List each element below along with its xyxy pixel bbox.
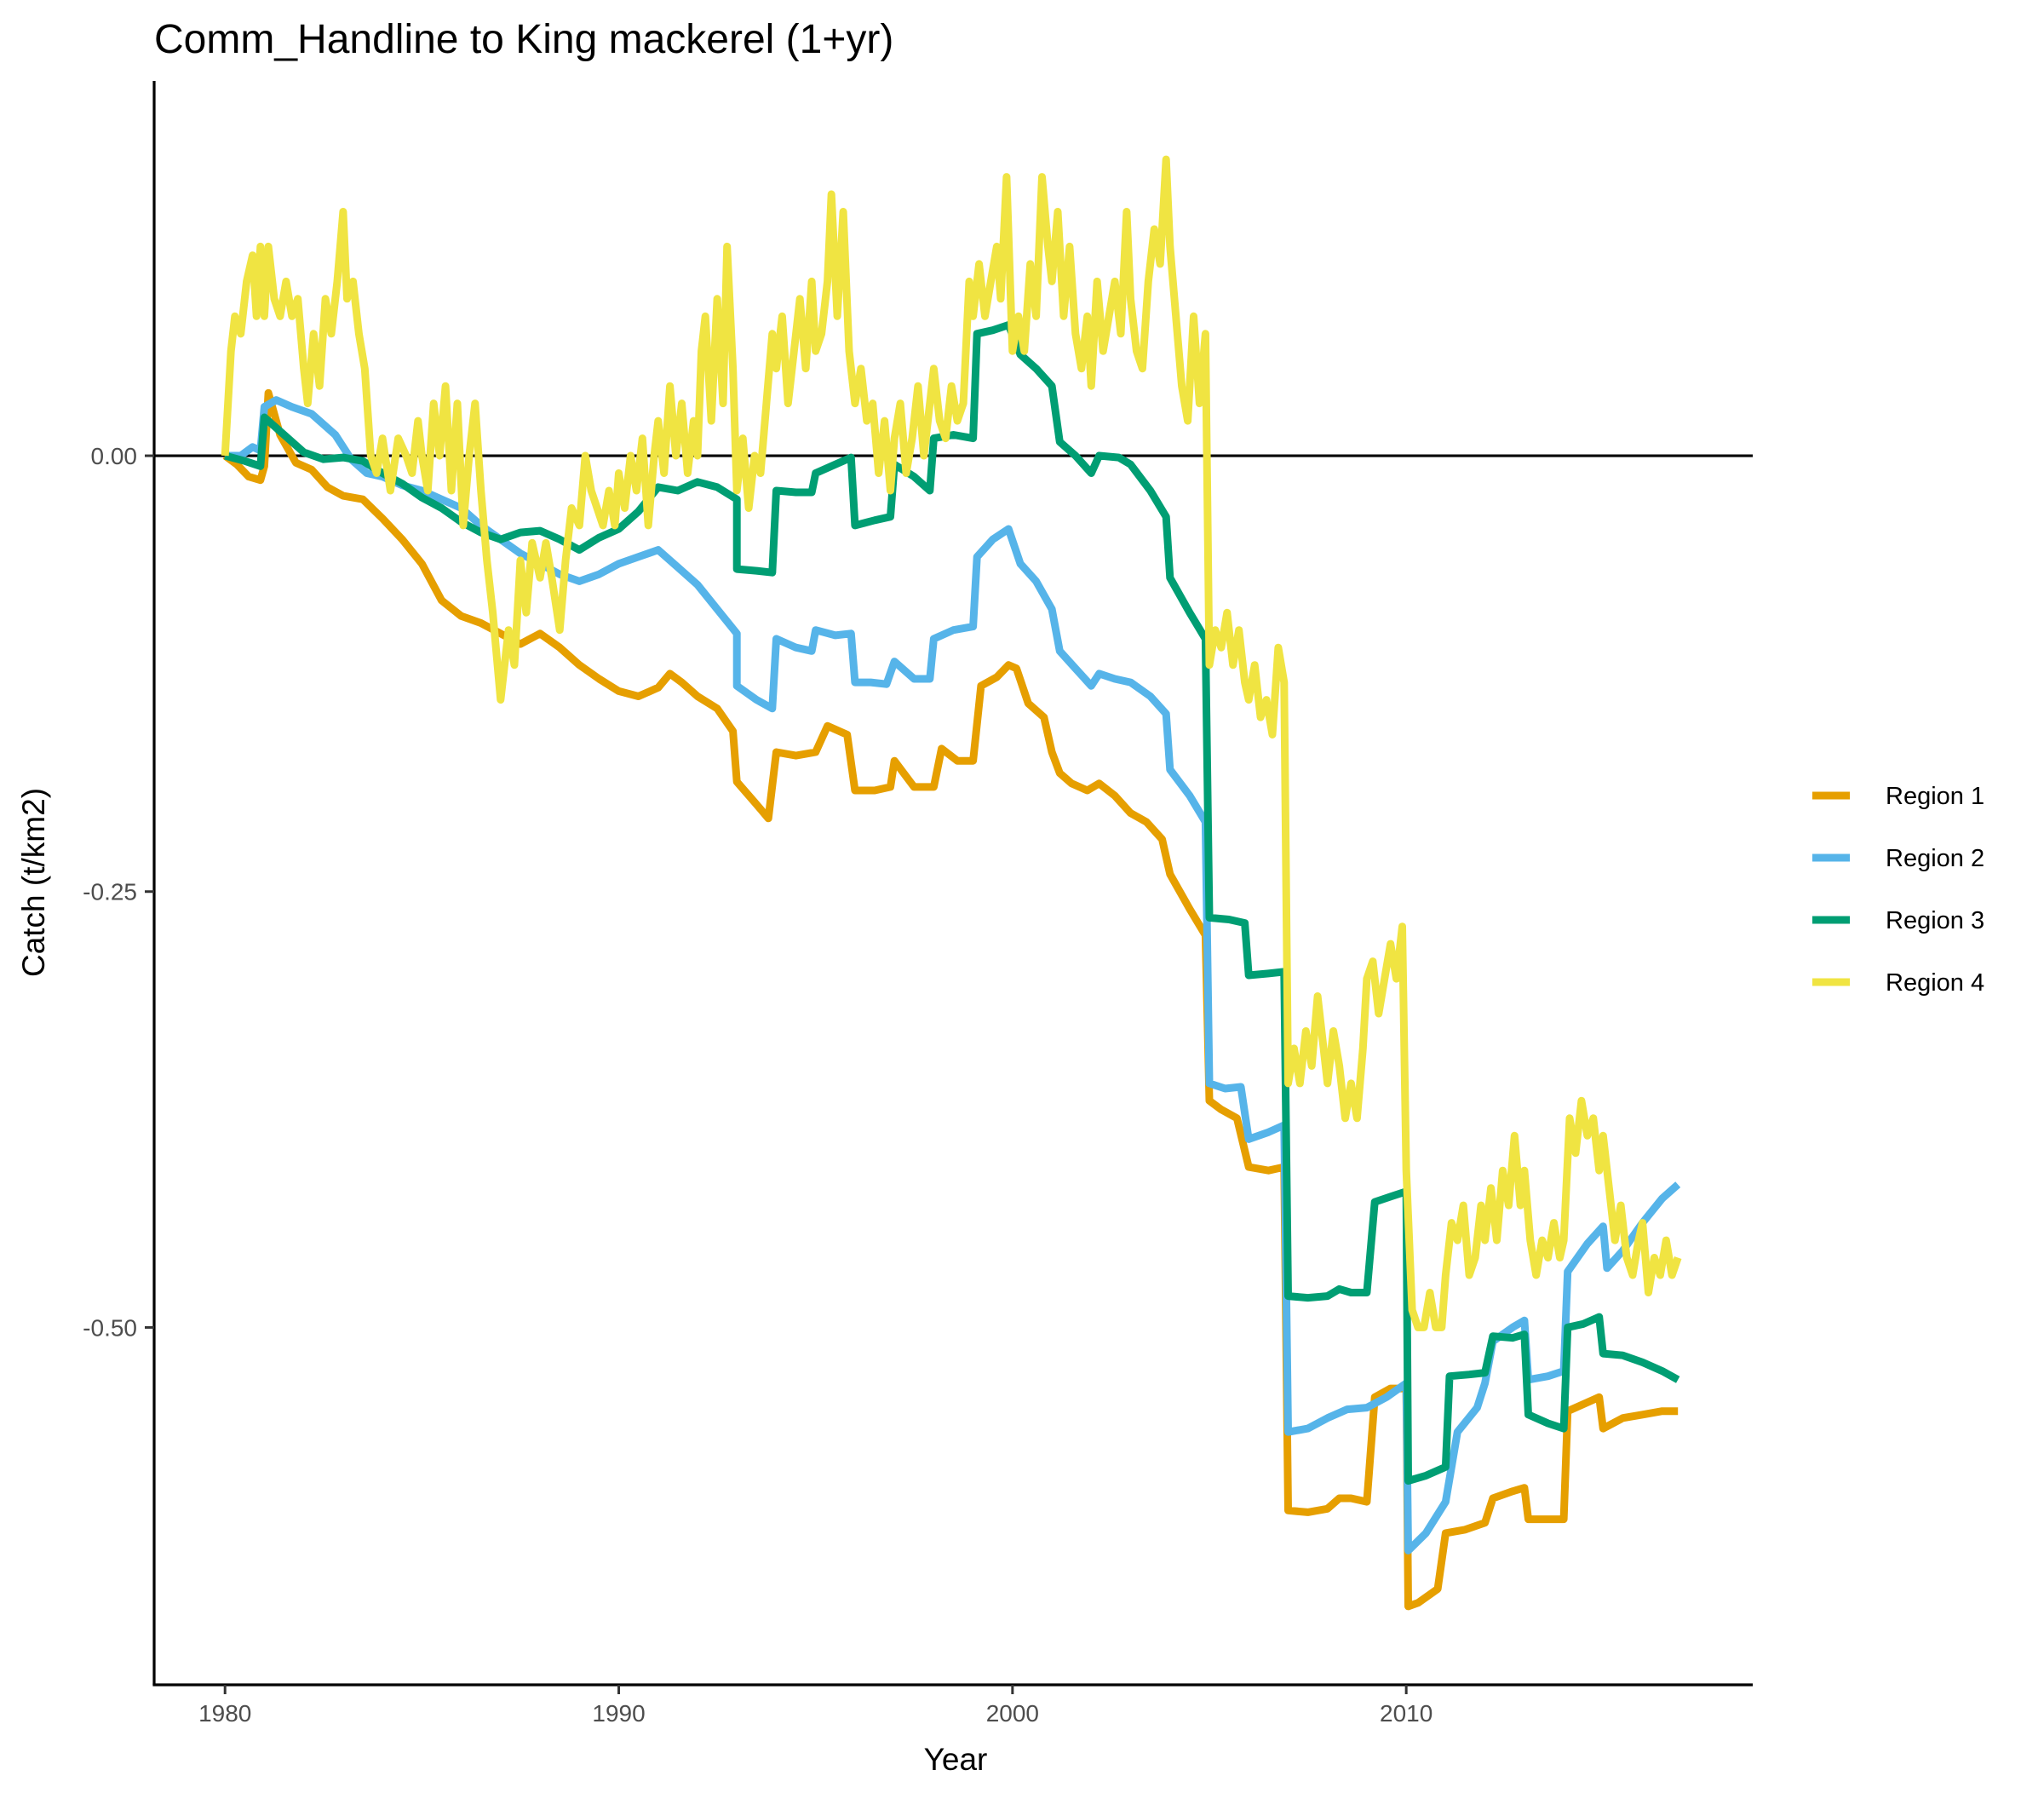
x-tick-label: 2010	[1380, 1700, 1433, 1727]
x-tick-label: 1990	[592, 1700, 645, 1727]
axes-layer	[152, 81, 1753, 1687]
y-tick-label: 0.00	[91, 443, 138, 469]
legend: Region 1 Region 2 Region 3 Region 4	[1812, 783, 1984, 997]
x-tick-label: 1980	[198, 1700, 251, 1727]
ticks-layer: 1980 1990 2000 2010 -0.50 -0.25 0.00	[83, 443, 1433, 1727]
series-line-region-1	[222, 388, 1679, 1611]
x-tick-label: 2000	[986, 1700, 1039, 1727]
series-line-region-4	[221, 155, 1682, 1331]
legend-label-region-4: Region 4	[1886, 969, 1984, 997]
legend-label-region-3: Region 3	[1886, 907, 1984, 934]
legend-label-region-2: Region 2	[1886, 845, 1984, 872]
x-axis-title: Year	[924, 1742, 988, 1777]
chart-title: Comm_Handline to King mackerel (1+yr)	[154, 17, 893, 62]
y-tick-label: -0.50	[83, 1314, 137, 1341]
legend-label-region-1: Region 1	[1886, 783, 1984, 810]
y-tick-label: -0.25	[83, 879, 137, 905]
y-axis-title: Catch (t/km2)	[16, 788, 51, 977]
series-layer	[221, 155, 1682, 1611]
